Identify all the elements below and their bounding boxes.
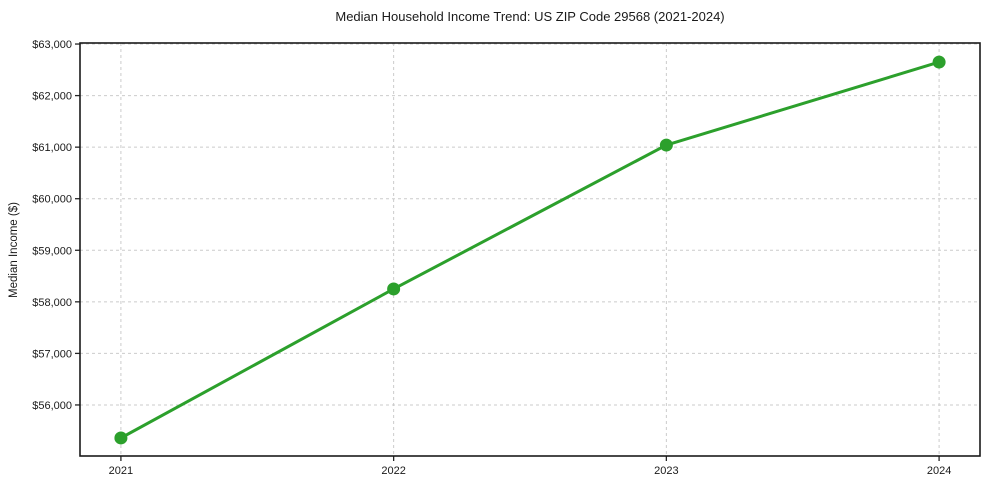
x-tick-label: 2023 (654, 465, 678, 477)
data-point-2022 (387, 282, 401, 296)
x-tick-label: 2024 (927, 465, 951, 477)
x-tick-label: 2022 (381, 465, 405, 477)
y-tick-label: $61,000 (32, 142, 72, 154)
y-tick-label: $57,000 (32, 348, 72, 360)
y-tick-label: $62,000 (32, 91, 72, 103)
data-point-2024 (932, 55, 946, 69)
y-tick-label: $56,000 (32, 400, 72, 412)
chart-title: Median Household Income Trend: US ZIP Co… (335, 9, 725, 24)
y-tick-label: $59,000 (32, 245, 72, 257)
y-tick-label: $60,000 (32, 194, 72, 206)
data-point-2023 (659, 138, 673, 152)
trend-line (119, 60, 941, 440)
plot-border (79, 42, 981, 457)
data-point-2021 (114, 431, 128, 445)
y-tick-label: $58,000 (32, 297, 72, 309)
x-tick-label: 2021 (109, 465, 133, 477)
y-tick-label: $63,000 (32, 39, 72, 51)
